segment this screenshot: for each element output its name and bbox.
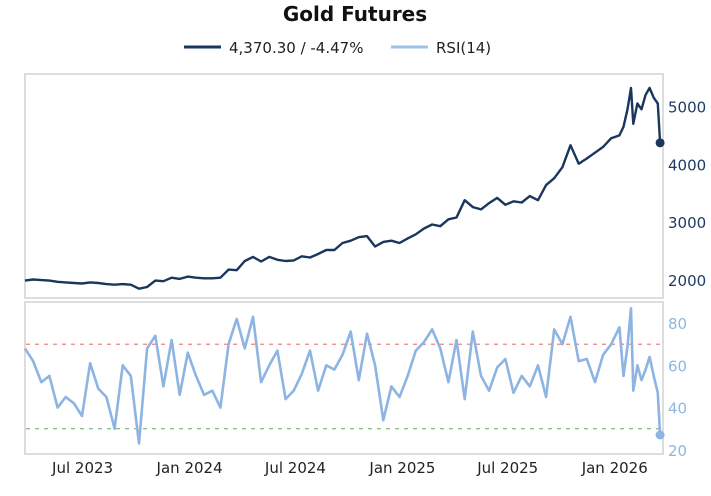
price-tick-label: 3000 [668, 214, 706, 232]
x-tick-label: Jul 2025 [476, 459, 538, 477]
price-line [24, 86, 662, 290]
price-tick-label: 4000 [668, 156, 706, 174]
rsi-last-point [655, 430, 665, 440]
x-tick-label: Jan 2024 [156, 459, 223, 477]
price-panel-frame [24, 73, 664, 299]
rsi-reference-lines [26, 343, 662, 430]
price-last-point [655, 138, 665, 148]
chart-title: Gold Futures [283, 2, 427, 26]
x-tick-label: Jan 2026 [581, 459, 648, 477]
rsi-axis: 20 40 60 80 [668, 315, 687, 460]
legend: 4,370.30 / -4.47% RSI(14) [184, 39, 491, 57]
price-tick-label: 5000 [668, 98, 706, 116]
x-tick-label: Jan 2025 [368, 459, 435, 477]
x-tick-label: Jul 2023 [51, 459, 113, 477]
rsi-tick-label: 80 [668, 315, 687, 333]
rsi-panel-frame [24, 301, 664, 455]
price-tick-label: 2000 [668, 272, 706, 290]
x-axis: Jul 2023 Jan 2024 Jul 2024 Jan 2025 Jul 2025… [51, 459, 648, 477]
series-layer [23, 86, 665, 445]
x-tick-label: Jul 2024 [264, 459, 326, 477]
rsi-tick-label: 40 [668, 400, 687, 418]
rsi-tick-label: 60 [668, 357, 687, 375]
rsi-tick-label: 20 [668, 442, 687, 460]
legend-label-rsi: RSI(14) [436, 39, 491, 57]
price-axis: 2000 3000 4000 5000 [668, 98, 706, 290]
rsi-line [23, 307, 662, 445]
legend-label-price: 4,370.30 / -4.47% [229, 39, 363, 57]
